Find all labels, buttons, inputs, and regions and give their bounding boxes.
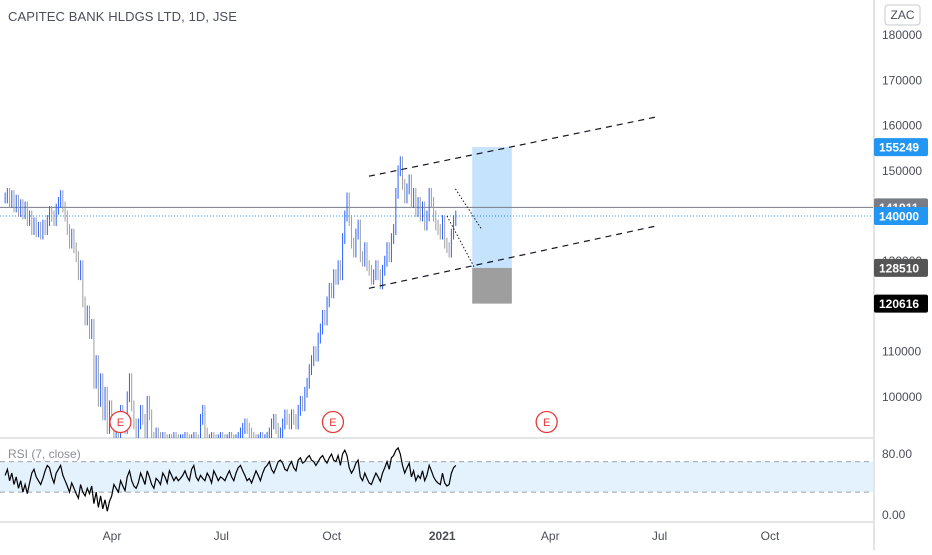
horizontal-lines <box>0 206 873 217</box>
grid-layer <box>0 0 875 550</box>
price-tick-label: 100000 <box>882 390 922 404</box>
time-tick-label: Oct <box>322 529 341 543</box>
rsi-tick-label: 0.00 <box>882 508 906 522</box>
price-label-box <box>874 258 928 277</box>
currency-badge <box>884 4 921 26</box>
earnings-marker[interactable]: E <box>109 410 132 434</box>
price-label-box <box>874 294 928 313</box>
price-label-text: 128510 <box>879 261 919 275</box>
small-trendline <box>454 188 483 230</box>
price-label-box <box>874 207 928 225</box>
currency-badge-label: ZAC <box>891 8 915 22</box>
price-tick-label: 160000 <box>882 119 922 133</box>
price-label-box <box>874 138 928 157</box>
earnings-marker[interactable]: E <box>321 410 345 434</box>
earnings-marker-circle <box>321 410 345 434</box>
rsi-layer <box>0 446 873 512</box>
price-tick-label: 110000 <box>882 345 921 359</box>
time-tick-label: Jul <box>214 529 229 543</box>
price-tick-label: 170000 <box>882 73 922 87</box>
earnings-marker[interactable]: E <box>535 410 558 434</box>
time-tick-label: 2021 <box>429 529 456 543</box>
time-tick-label: Apr <box>541 529 560 543</box>
small-trendline <box>446 215 476 269</box>
price-labels: 155249141911140000128510120616 <box>874 138 928 313</box>
position-tool[interactable] <box>472 147 512 304</box>
price-tick-label: 180000 <box>882 28 922 42</box>
rsi-title: RSI (7, close) <box>8 447 81 461</box>
earnings-marker-circle <box>109 410 132 434</box>
rsi-tick-label: 80.00 <box>882 447 912 461</box>
symbol-title: CAPITEC BANK HLDGS LTD, 1D, JSE <box>8 9 237 24</box>
earnings-marker-label: E <box>543 417 550 429</box>
rsi-band-fill <box>0 461 873 493</box>
earnings-marker-label: E <box>329 417 336 429</box>
rsi-line <box>4 446 457 512</box>
earnings-marker-circle <box>535 410 558 434</box>
time-tick-label: Oct <box>761 529 780 543</box>
channel-line <box>368 224 659 289</box>
earnings-marker-label: E <box>117 417 124 429</box>
price-label-text: 140000 <box>879 210 919 224</box>
channel-line <box>368 115 659 177</box>
stop-zone <box>472 267 512 304</box>
price-label-text: 155249 <box>879 141 919 155</box>
price-label-text: 120616 <box>879 297 919 311</box>
time-tick-label: Apr <box>103 529 122 543</box>
time-tick-label: Jul <box>652 529 667 543</box>
candles-layer <box>4 156 457 438</box>
price-tick-label: 150000 <box>882 164 922 178</box>
drawings-layer[interactable] <box>368 115 659 289</box>
